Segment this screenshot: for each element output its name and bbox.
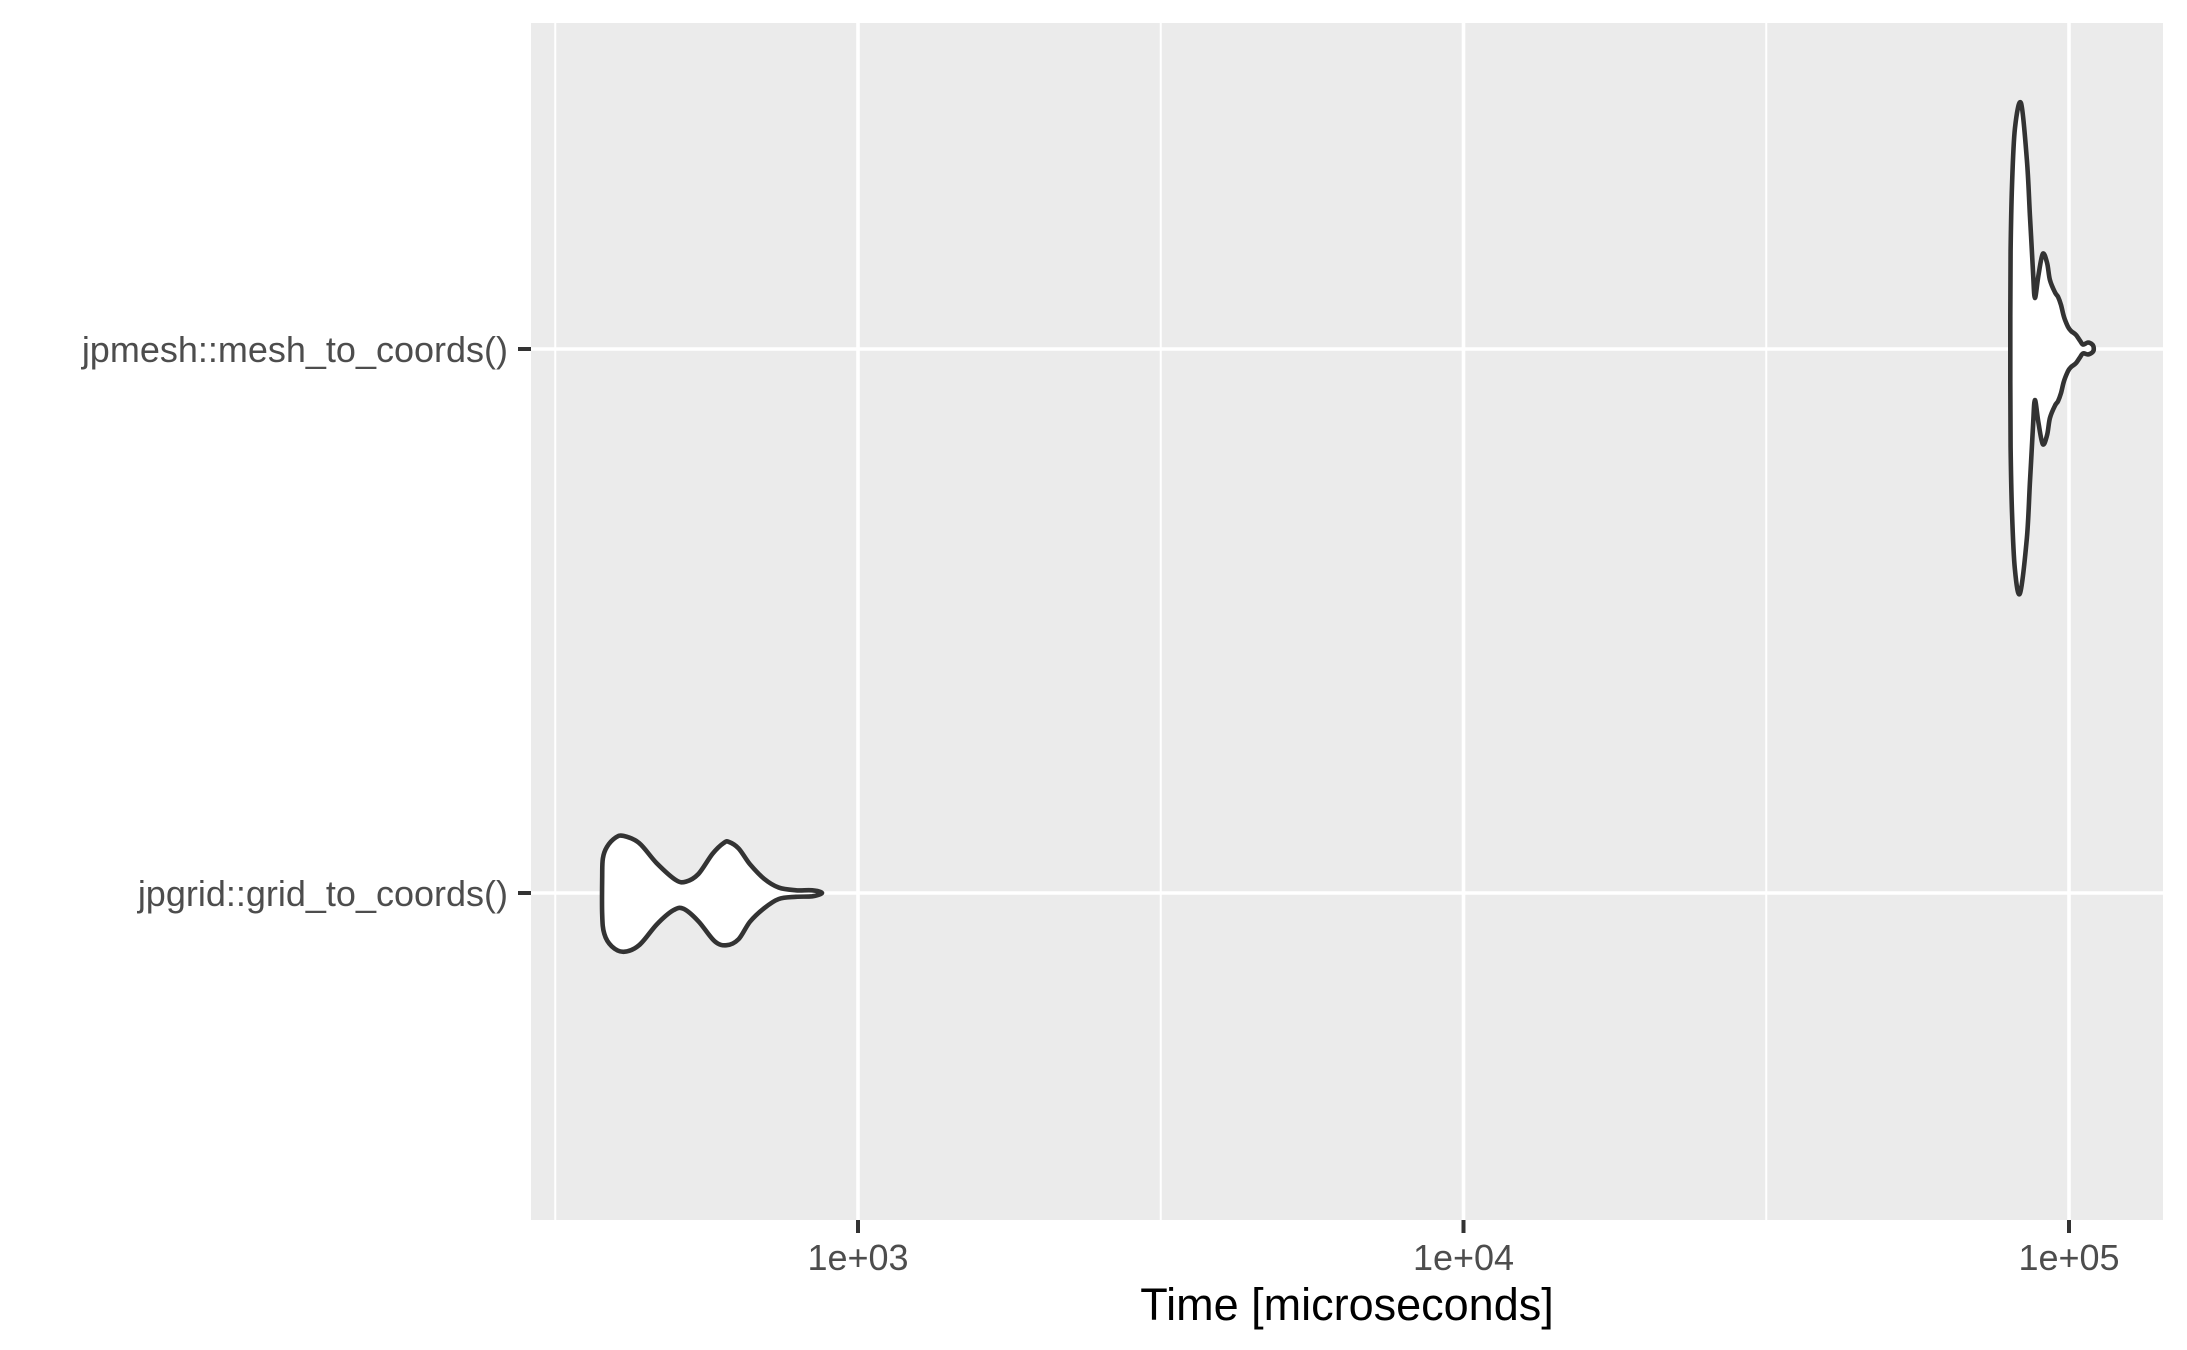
y-axis-label: jpmesh::mesh_to_coords() <box>81 329 508 370</box>
x-axis-tick-label: 1e+05 <box>2018 1237 2120 1278</box>
violin-jpmesh <box>2007 99 2097 597</box>
y-axis-label: jpgrid::grid_to_coords() <box>137 873 508 914</box>
violin-jpgrid <box>599 833 825 955</box>
x-axis-tick-label: 1e+04 <box>1412 1237 1515 1278</box>
x-axis-tick-label: 1e+03 <box>807 1237 909 1278</box>
plot-panel <box>531 23 2163 1220</box>
x-axis-title: Time [microseconds] <box>1140 1279 1554 1330</box>
